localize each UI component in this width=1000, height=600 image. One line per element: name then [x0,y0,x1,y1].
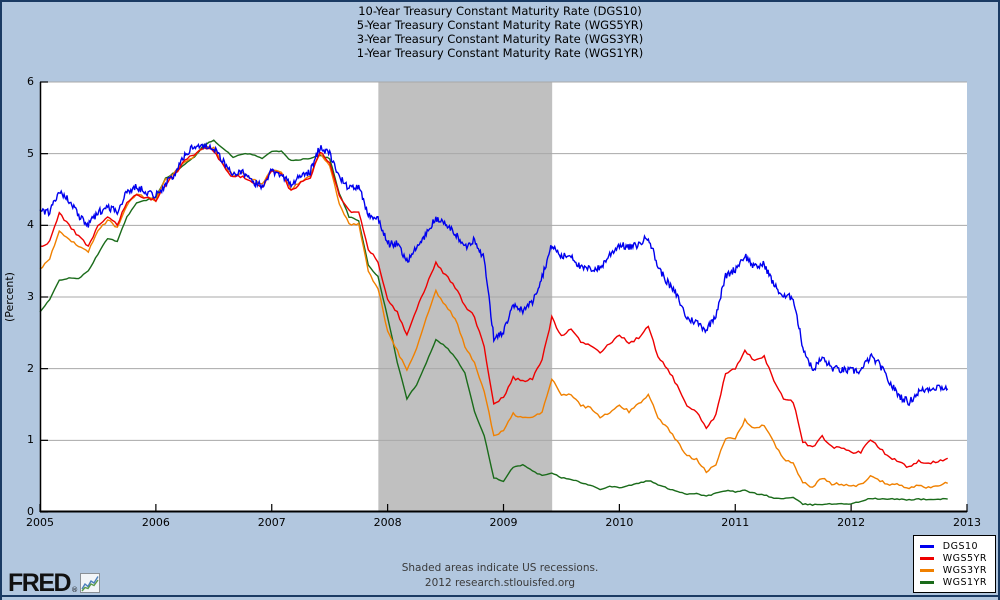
chart-title-line-3: 3-Year Treasury Constant Maturity Rate (… [356,32,644,46]
x-tick-label-2012: 2012 [837,516,866,529]
chart-title-block: 10-Year Treasury Constant Maturity Rate … [0,4,1000,60]
x-tick-label-2009: 2009 [489,516,518,529]
x-tick-label-2005: 2005 [26,516,54,529]
x-tick-label-2013: 2013 [953,516,981,529]
legend-item-wgs3yr: WGS3YR [919,564,987,576]
y-tick-label-0: 0 [27,505,34,518]
fred-logo[interactable]: FRED ® [8,568,101,597]
legend-label-dgs10: DGS10 [942,540,979,552]
series-line-wgs5yr [39,146,948,469]
y-tick-label-3: 3 [27,290,34,303]
legend-swatch-dgs10 [919,544,934,548]
y-tick-label-2: 2 [27,361,34,375]
x-tick-label-2008: 2008 [373,516,402,529]
series-lines-group [39,139,949,507]
series-line-dgs10 [39,141,949,407]
fred-chart-icon [80,573,101,593]
legend-item-wgs1yr: WGS1YR [919,576,987,588]
footer-notes: Shaded areas indicate US recessions. 201… [0,561,1000,591]
recession-note: Shaded areas indicate US recessions. [401,562,599,574]
chart-title-line-2: 5-Year Treasury Constant Maturity Rate (… [356,18,644,32]
registered-trademark-icon: ® [71,586,79,594]
x-tick-label-2011: 2011 [721,516,750,529]
gridlines-group [40,81,967,441]
x-tick-label-2010: 2010 [605,516,634,529]
legend-swatch-wgs3yr [919,568,934,572]
legend-item-wgs5yr: WGS5YR [919,552,987,564]
x-tick-label-2007: 2007 [257,516,286,529]
legend-label-wgs3yr: WGS3YR [942,564,987,576]
legend-box: DGS10 WGS5YR WGS3YR WGS1YR [912,535,996,593]
y-tick-label-1: 1 [27,433,34,447]
fred-logo-text: FRED [8,568,72,597]
chart-title-line-4: 1-Year Treasury Constant Maturity Rate (… [356,46,644,60]
y-tick-label-5: 5 [27,146,34,160]
legend-label-wgs5yr: WGS5YR [942,552,987,564]
source-note: 2012 research.stlouisfed.org [424,577,576,589]
frame-border-bottom [0,595,1000,597]
legend-label-wgs1yr: WGS1YR [942,576,987,588]
legend-swatch-wgs1yr [919,580,934,584]
series-line-wgs3yr [39,145,948,490]
x-tick-label-2006: 2006 [141,516,170,529]
legend-item-dgs10: DGS10 [919,540,987,552]
frame-border-left [0,0,2,600]
y-tick-label-6: 6 [27,75,34,88]
y-tick-label-4: 4 [27,218,34,232]
chart-title-line-1: 10-Year Treasury Constant Maturity Rate … [358,4,642,18]
frame-border-right [998,0,1000,600]
frame-border-top [0,0,1000,2]
legend-swatch-wgs5yr [919,556,934,560]
